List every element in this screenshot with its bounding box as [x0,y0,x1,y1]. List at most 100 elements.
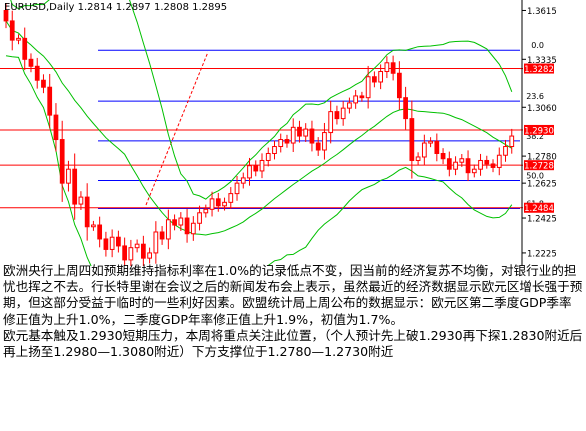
candle-body[interactable] [147,252,152,259]
candle-body[interactable] [378,71,384,83]
candle-body[interactable] [259,159,265,172]
trendline[interactable] [145,51,209,206]
candle-body[interactable] [503,146,508,156]
candle-body[interactable] [47,86,53,116]
candle-body[interactable] [465,158,471,174]
candle-body[interactable] [84,196,90,228]
candle-body[interactable] [247,165,252,179]
candle-body[interactable] [459,158,465,163]
candle-body[interactable] [290,126,296,144]
candle-body[interactable] [253,165,259,172]
candle-body[interactable] [59,139,65,184]
candle-body[interactable] [190,222,196,235]
candle-body[interactable] [116,236,121,247]
price-tick-label: 1.2780 [527,153,557,163]
candle-body[interactable] [122,245,128,261]
candle-body[interactable] [403,97,408,120]
candle-body[interactable] [309,128,315,144]
candle-body[interactable] [509,135,515,148]
candle-body[interactable] [3,9,9,22]
fibo-level-label: 38.2 [526,132,544,141]
candle-body[interactable] [34,65,40,81]
candle-body[interactable] [284,139,290,144]
candle-body[interactable] [97,224,103,240]
candle-body[interactable] [72,168,78,205]
candle-body[interactable] [228,193,234,203]
candle-body[interactable] [434,140,440,154]
candle-body[interactable] [409,118,415,161]
price-tick-label: 1.3060 [527,104,557,114]
candle-body[interactable] [328,111,334,134]
candle-body[interactable] [278,139,284,148]
fibo-level-label: 0.0 [531,41,544,50]
candle-body[interactable] [347,102,352,109]
candle-body[interactable] [303,128,309,137]
candle-body[interactable] [109,236,115,250]
candle-body[interactable] [215,198,221,207]
candle-body[interactable] [184,217,190,235]
price-chart[interactable]: 0.023.638.250.061.8 1.32821.29301.27281.… [0,0,586,266]
candle-body[interactable] [22,37,28,60]
candle-body[interactable] [197,212,202,224]
band-upper-line [10,0,513,200]
candle-body[interactable] [16,37,21,41]
candle-body[interactable] [340,107,346,120]
candle-body[interactable] [41,79,46,88]
candle-body[interactable] [396,72,402,99]
candle-body[interactable] [390,62,396,74]
price-tick-label: 1.3615 [527,7,557,17]
level-price-label: 1.2930 [524,126,554,136]
candle-body[interactable] [53,114,59,141]
candle-body[interactable] [78,196,84,205]
candle-body[interactable] [28,58,34,67]
level-price-tag [524,124,554,135]
candle-body[interactable] [265,152,271,161]
candle-body[interactable] [203,208,209,214]
candle-body[interactable] [490,163,496,168]
candle-body[interactable] [272,146,277,154]
candle-body[interactable] [440,152,446,160]
candle-body[interactable] [66,168,71,184]
candle-body[interactable] [334,111,340,120]
price-tick-label: 1.2225 [527,249,557,259]
candle-body[interactable] [91,224,96,228]
candle-body[interactable] [297,126,302,137]
fibo-level-label: 50.0 [526,172,544,181]
candle-body[interactable] [484,159,490,165]
candle-body[interactable] [384,62,390,73]
level-price-tag [524,202,554,213]
candle-body[interactable] [446,158,452,170]
candle-body[interactable] [315,142,321,151]
candle-body[interactable] [172,219,177,226]
candle-body[interactable] [322,132,327,151]
candle-body[interactable] [128,247,134,261]
candle-body[interactable] [421,142,427,158]
candle-body[interactable] [159,231,165,240]
commentary-paragraph-1: 欧洲央行上周四如预期维持指标利率在1.0%的记录低点不变，因当前的经济复苏不均衡… [3,263,583,327]
candle-body[interactable] [365,76,371,99]
candle-body[interactable] [415,156,421,161]
candle-body[interactable] [209,198,215,210]
candle-body[interactable] [134,243,140,249]
band-middle-line [5,20,513,236]
candle-body[interactable] [453,161,458,170]
candle-body[interactable] [478,159,483,170]
candle-body[interactable] [353,95,359,104]
candle-body[interactable] [240,177,246,184]
candle-body[interactable] [428,140,433,144]
candle-body[interactable] [140,243,146,259]
candle-body[interactable] [359,95,365,99]
chart-header: EURUSD,Daily 1.2814 1.2897 1.2808 1.2895 [4,2,227,13]
candle-body[interactable] [471,168,477,174]
candle-body[interactable] [165,219,171,240]
candle-body[interactable] [234,182,240,195]
candlestick-chart[interactable]: 0.023.638.250.061.8 1.32821.29301.27281.… [0,0,586,266]
commentary-paragraph-2: 欧元基本触及1.2930短期压力，本周将重点关注此位置，（个人预计先上破1.29… [3,327,583,360]
candle-body[interactable] [496,154,502,168]
candle-body[interactable] [222,201,227,207]
candle-body[interactable] [178,217,184,226]
candle-body[interactable] [153,231,159,254]
candle-body[interactable] [9,20,15,41]
candle-body[interactable] [103,238,109,250]
candle-body[interactable] [372,76,377,83]
